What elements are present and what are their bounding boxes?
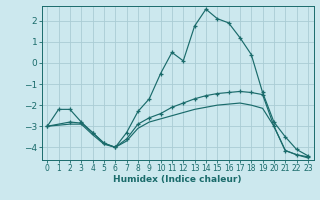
X-axis label: Humidex (Indice chaleur): Humidex (Indice chaleur) [113,175,242,184]
